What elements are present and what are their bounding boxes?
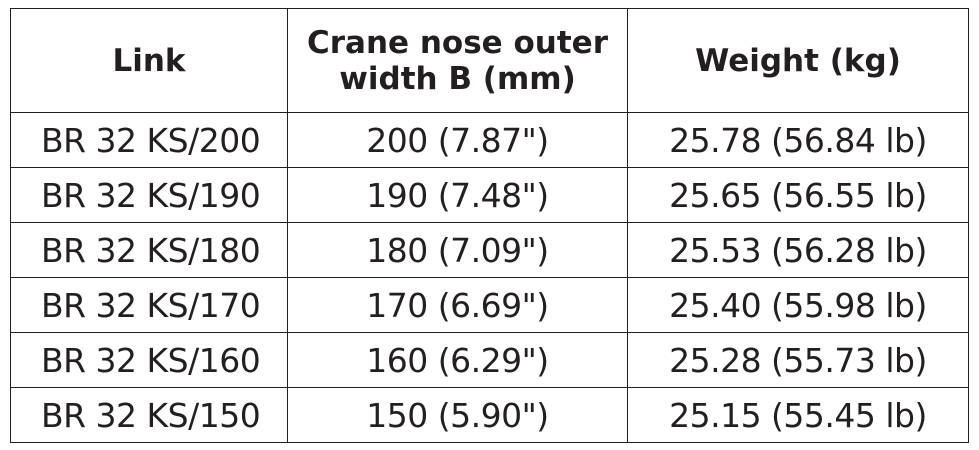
header-cell: Link [10,8,288,113]
table-cell: 190 (7.48") [287,167,628,223]
table-cell: 180 (7.09") [287,222,628,278]
table-cell: BR 32 KS/180 [10,222,288,278]
table-cell: BR 32 KS/150 [10,387,288,443]
table-cell: 160 (6.29") [287,332,628,388]
table-cell: 25.28 (55.73 lb) [627,332,969,388]
table-cell: 25.15 (55.45 lb) [627,387,969,443]
table-row: BR 32 KS/160 160 (6.29") 25.28 (55.73 lb) [10,332,969,388]
table-row: BR 32 KS/170 170 (6.69") 25.40 (55.98 lb) [10,277,969,333]
header-row: Link Crane nose outer width B (mm) Weight … [10,8,969,113]
table-cell: 25.53 (56.28 lb) [627,222,969,278]
table-cell: 25.65 (56.55 lb) [627,167,969,223]
table-cell: 170 (6.69") [287,277,628,333]
table-body: BR 32 KS/200 200 (7.87") 25.78 (56.84 lb) B… [10,112,969,443]
header-cell: Weight (kg) [627,8,969,113]
table-row: BR 32 KS/190 190 (7.48") 25.65 (56.55 lb) [10,167,969,223]
table-cell: BR 32 KS/190 [10,167,288,223]
table-row: BR 32 KS/150 150 (5.90") 25.15 (55.45 lb) [10,387,969,443]
table-cell: BR 32 KS/200 [10,112,288,168]
table-cell: 200 (7.87") [287,112,628,168]
table-cell: 25.40 (55.98 lb) [627,277,969,333]
header-cell: Crane nose outer width B (mm) [287,8,628,113]
table-row: BR 32 KS/200 200 (7.87") 25.78 (56.84 lb) [10,112,969,168]
table-cell: BR 32 KS/170 [10,277,288,333]
table-row: BR 32 KS/180 180 (7.09") 25.53 (56.28 lb) [10,222,969,278]
table-cell: 25.78 (56.84 lb) [627,112,969,168]
table-cell: 150 (5.90") [287,387,628,443]
table-cell: BR 32 KS/160 [10,332,288,388]
spec-table: Link Crane nose outer width B (mm) Weight … [10,8,969,443]
